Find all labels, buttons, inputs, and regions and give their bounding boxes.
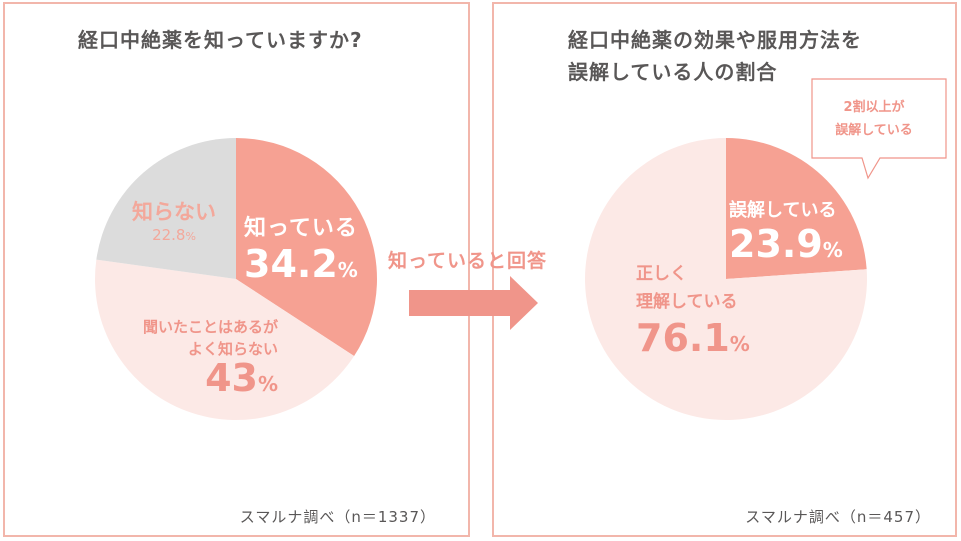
callout-line2: 誤解している [835, 123, 913, 138]
slice-label-dont-know: 知らない 22.8% [132, 196, 216, 244]
right-source-note: スマルナ調べ（n＝457） [745, 508, 931, 526]
callout-text: 2割以上が 誤解している [812, 96, 936, 142]
slice-name: 誤解している [729, 200, 837, 221]
slice-name-line1: 正しく [636, 264, 687, 284]
percent-sign: % [729, 332, 750, 356]
slice-name-line2: 理解している [636, 292, 738, 312]
slice-value: 22.8 [152, 226, 186, 244]
slice-label-misunderstand: 誤解している 23.9% [729, 196, 843, 266]
pie-slice-1 [585, 138, 867, 420]
percent-sign: % [822, 238, 843, 262]
slice-value: 76.1 [636, 316, 730, 360]
left-source-note: スマルナ調べ（n＝1337） [239, 508, 436, 526]
percent-sign: % [257, 372, 278, 396]
slice-value: 23.9 [729, 222, 823, 266]
slice-name-line2: よく知らない [187, 340, 278, 358]
pie-slice-0 [726, 138, 867, 279]
slice-label-know: 知っている 34.2% [244, 210, 358, 286]
percent-sign: % [185, 230, 196, 243]
pie-slice-0 [236, 138, 377, 357]
right-panel-title: 経口中絶薬の効果や服用方法を 誤解している人の割合 [568, 24, 862, 88]
left-panel-title: 経口中絶薬を知っていますか? [78, 28, 363, 52]
callout-bubble [811, 78, 947, 180]
callout-line1: 2割以上が [843, 100, 905, 115]
slice-name: 知っている [244, 216, 358, 241]
arrow-icon [409, 276, 538, 330]
slice-name: 知らない [132, 200, 216, 224]
percent-sign: % [337, 258, 358, 282]
slice-value: 43 [205, 356, 258, 400]
pie-slice-2 [96, 138, 236, 279]
pie-chart-awareness [94, 138, 377, 421]
right-title-line1: 経口中絶薬の効果や服用方法を [568, 28, 862, 52]
slice-label-understand-correctly: 正しく 理解している 76.1% [636, 260, 750, 360]
slice-value: 34.2 [244, 242, 338, 286]
pie-slice-1 [94, 259, 355, 421]
slice-label-heard-but-unsure: 聞いたことはあるが よく知らない 43% [118, 316, 278, 400]
arrow-label: 知っていると回答 [388, 250, 548, 272]
pie-chart-misunderstanding [585, 138, 867, 420]
right-title-line2: 誤解している人の割合 [568, 60, 778, 84]
slice-name-line1: 聞いたことはあるが [142, 318, 278, 336]
